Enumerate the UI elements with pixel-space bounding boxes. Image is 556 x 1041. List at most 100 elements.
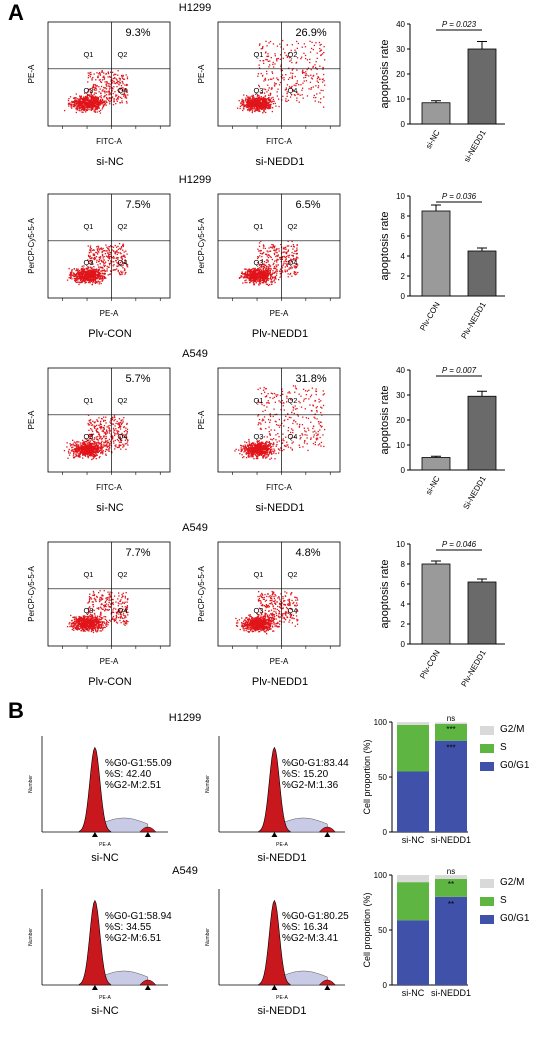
y-axis-label: Number xyxy=(205,928,211,946)
x-axis-label: PE-A xyxy=(270,657,289,666)
quadrant-label: Q3 xyxy=(253,606,263,615)
bar xyxy=(467,48,497,125)
cell-cycle-histogram: %G0-G1:83.44%S: 15.20%G2-M:1.36 Number PE-… xyxy=(205,736,349,848)
y-tick-label: 30 xyxy=(396,45,405,54)
y-tick-label: 0 xyxy=(401,292,406,301)
quadrant-percent: 4.8% xyxy=(295,547,320,559)
quadrant-label: Q2 xyxy=(287,570,297,579)
significance-mark: ns xyxy=(447,867,455,876)
quadrant-label: Q4 xyxy=(287,606,297,615)
quadrant-label: Q3 xyxy=(83,432,93,441)
y-tick-label: 20 xyxy=(396,416,405,425)
phase-stat: %S: 42.40 xyxy=(105,769,152,780)
quadrant-label: Q1 xyxy=(253,222,263,231)
y-axis-label: Number xyxy=(28,775,34,793)
g0g1-peak xyxy=(257,746,291,833)
y-axis-label: Number xyxy=(28,928,34,946)
y-axis-label: PerCP-Cy5-5-A xyxy=(27,566,36,622)
legend-label: G0/G1 xyxy=(500,913,530,924)
x-category-label: si-NEDD1 xyxy=(431,988,471,998)
y-tick-label: 10 xyxy=(396,540,405,549)
y-tick-label: 40 xyxy=(396,366,405,375)
quadrant-percent: 7.5% xyxy=(125,199,150,211)
cell-cycle-histogram: %G0-G1:58.94%S: 34.55%G2-M:6.51 Number PE-… xyxy=(28,889,172,1001)
x-category-label: si-NC xyxy=(402,835,425,845)
quadrant-label: Q4 xyxy=(117,86,127,95)
quadrant-percent: 26.9% xyxy=(295,27,326,39)
phase-stat: %G0-G1:83.44 xyxy=(282,758,349,769)
g0g1-segment xyxy=(435,740,467,832)
s-segment xyxy=(435,878,467,897)
x-axis-label: FITC-A xyxy=(96,137,122,146)
apoptosis-bar-chart: 0 2 4 6 8 10 apoptosis rate Plv-CON Plv-NEDD1 P =… xyxy=(379,192,505,340)
g0g1-segment xyxy=(435,896,467,985)
y-axis-label: PE-A xyxy=(27,410,36,429)
x-axis-label: FITC-A xyxy=(96,483,122,492)
panel-label-a: A xyxy=(8,0,24,25)
g2m-segment xyxy=(397,722,429,725)
flow-caption: Plv-NEDD1 xyxy=(251,328,309,340)
row-title: A549 xyxy=(182,522,208,534)
row-title: A549 xyxy=(172,865,198,877)
apoptosis-bar-chart: 0 10 20 30 40 apoptosis rate si-NC si-NEDD1 P = … xyxy=(379,20,505,164)
legend-swatch xyxy=(480,915,494,924)
y-tick-label: 8 xyxy=(401,212,406,221)
y-tick-label: 50 xyxy=(378,926,387,935)
y-tick-label: 10 xyxy=(396,441,405,450)
y-axis-label: Cell proportion (%) xyxy=(362,892,372,967)
bar xyxy=(467,250,497,297)
y-tick-label: 8 xyxy=(401,560,406,569)
y-tick-label: 0 xyxy=(383,828,388,837)
quadrant-percent: 5.7% xyxy=(125,373,150,385)
y-tick-label: 30 xyxy=(396,391,405,400)
x-category-label: si-NEDD1 xyxy=(462,128,488,164)
s-segment xyxy=(397,882,429,921)
y-tick-label: 0 xyxy=(383,981,388,990)
legend-label: G2/M xyxy=(500,724,525,735)
flow-caption: si-NEDD1 xyxy=(255,156,305,168)
phase-stat: %S: 34.55 xyxy=(105,922,152,933)
legend-label: S xyxy=(500,895,507,906)
quadrant-label: Q4 xyxy=(287,432,297,441)
legend-swatch xyxy=(480,762,494,771)
significance-mark: ** xyxy=(448,880,454,889)
row-title: A549 xyxy=(182,348,208,360)
flow-caption: si-NEDD1 xyxy=(255,502,305,514)
bar xyxy=(421,457,451,471)
bar xyxy=(467,395,497,471)
legend-label: G2/M xyxy=(500,877,525,888)
legend-swatch xyxy=(480,744,494,753)
quadrant-label: Q1 xyxy=(83,396,93,405)
phase-stat: %G2-M:6.51 xyxy=(105,933,162,944)
y-tick-label: 4 xyxy=(401,252,406,261)
flow-caption: Plv-CON xyxy=(88,328,132,340)
quadrant-label: Q4 xyxy=(117,432,127,441)
quadrant-label: Q3 xyxy=(83,606,93,615)
g0g1-segment xyxy=(397,771,429,832)
cell-cycle-histogram: %G0-G1:55.09%S: 42.40%G2-M:2.51 Number PE-… xyxy=(28,736,172,848)
significance-mark: ns xyxy=(447,714,455,723)
row-title: H1299 xyxy=(178,174,212,186)
x-axis-label: PE-A xyxy=(100,309,119,318)
y-tick-label: 0 xyxy=(401,640,406,649)
y-axis-label: apoptosis rate xyxy=(379,39,391,108)
quadrant-label: Q1 xyxy=(253,396,263,405)
y-tick-label: 6 xyxy=(401,232,406,241)
bar xyxy=(467,581,497,645)
x-category-label: Plv-CON xyxy=(418,300,442,332)
x-category-label: Plv-CON xyxy=(418,648,442,680)
cell-proportion-stacked-bar: 0 50 100 Cell proportion (%) si-NC si-NEDD1 ns… xyxy=(362,714,471,845)
y-axis-label: PE-A xyxy=(27,64,36,83)
y-axis-label: apoptosis rate xyxy=(379,211,391,280)
quadrant-label: Q2 xyxy=(287,222,297,231)
quadrant-label: Q2 xyxy=(117,50,127,59)
phase-stat: %G0-G1:55.09 xyxy=(105,758,172,769)
flow-caption: Plv-CON xyxy=(88,676,132,688)
quadrant-label: Q4 xyxy=(117,258,127,267)
y-tick-label: 10 xyxy=(396,192,405,201)
g2m-segment xyxy=(435,722,467,724)
quadrant-label: Q3 xyxy=(253,258,263,267)
quadrant-label: Q2 xyxy=(287,396,297,405)
row-title: H1299 xyxy=(168,712,202,724)
quadrant-label: Q3 xyxy=(83,86,93,95)
